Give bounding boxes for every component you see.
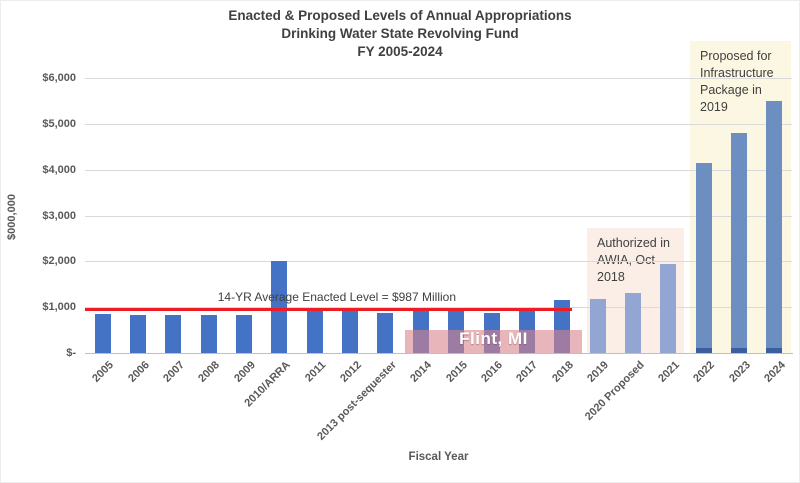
x-tick-label-2022: 2022 [691, 359, 718, 385]
gridline-6000 [85, 78, 792, 79]
flint-label: Flint, MI [459, 329, 528, 348]
average-reference-line [85, 308, 572, 311]
x-tick-label-2018: 2018 [549, 359, 576, 385]
y-tick-label-0: $- [66, 347, 76, 359]
bar-2010-ARRA [271, 261, 287, 353]
bar-2023 [731, 133, 747, 353]
x-tick-label-2007: 2007 [161, 359, 187, 385]
x-tick-label-2021: 2021 [655, 359, 682, 385]
average-line-label: 14-YR Average Enacted Level = $987 Milli… [217, 290, 456, 304]
y-tick-label-6000: $6,000 [42, 72, 76, 84]
y-axis-title: $000,000 [6, 194, 18, 240]
gridline-1000 [85, 307, 792, 308]
bar-2012 [342, 311, 358, 353]
gridline-2000 [85, 261, 792, 262]
bar-2011 [307, 309, 323, 353]
x-tick-label-2024: 2024 [762, 359, 788, 385]
chart-title-line-1: Enacted & Proposed Levels of Annual Appr… [228, 8, 572, 23]
x-tick-label-2015: 2015 [443, 359, 470, 385]
bar-2021 [660, 264, 676, 353]
bar-2006 [130, 315, 146, 353]
y-tick-label-3000: $3,000 [42, 210, 76, 222]
bar-2020-Proposed [625, 293, 641, 353]
y-tick-label-2000: $2,000 [42, 255, 76, 267]
awia-annotation-text: Authorized in AWIA, Oct 2018 [597, 236, 670, 284]
bar-base-cap [696, 348, 712, 353]
chart-title-line-2: Drinking Water State Revolving Fund [281, 26, 519, 41]
gridline-3000 [85, 216, 792, 217]
y-tick-label-4000: $4,000 [42, 164, 76, 176]
x-tick-label-2009: 2009 [231, 359, 258, 385]
x-axis-title: Fiscal Year [408, 451, 469, 463]
x-tick-label-2005: 2005 [90, 359, 117, 385]
bar-2022 [696, 163, 712, 353]
bar-2013-post-sequester [377, 313, 393, 353]
bar-2008 [201, 315, 217, 353]
x-tick-label-2016: 2016 [479, 359, 506, 385]
x-tick-label-2023: 2023 [726, 359, 753, 385]
x-tick-label-2017: 2017 [514, 359, 541, 385]
bar-2019 [590, 299, 606, 353]
infrastructure-annotation-text: Proposed for Infrastructure Package in 2… [700, 49, 774, 114]
bar-2024 [766, 101, 782, 353]
chart-title-line-3: FY 2005-2024 [357, 44, 443, 59]
flint-highlight-box [405, 330, 582, 353]
x-tick-label-2006: 2006 [125, 359, 152, 385]
y-tick-label-5000: $5,000 [42, 118, 76, 130]
gridline-4000 [85, 170, 792, 171]
bar-2007 [165, 315, 181, 353]
gridline-5000 [85, 124, 792, 125]
x-tick-label-2008: 2008 [196, 359, 223, 385]
x-tick-label-2011: 2011 [302, 359, 329, 385]
y-tick-label-1000: $1,000 [42, 301, 76, 313]
bar-base-cap [766, 348, 782, 353]
x-axis-line [85, 353, 793, 354]
x-tick-label-2019: 2019 [585, 359, 612, 385]
x-tick-label-2012: 2012 [337, 359, 364, 385]
bar-base-cap [731, 348, 747, 353]
bar-2009 [236, 315, 252, 353]
bar-2005 [95, 314, 111, 353]
x-tick-label-2014: 2014 [408, 359, 435, 385]
